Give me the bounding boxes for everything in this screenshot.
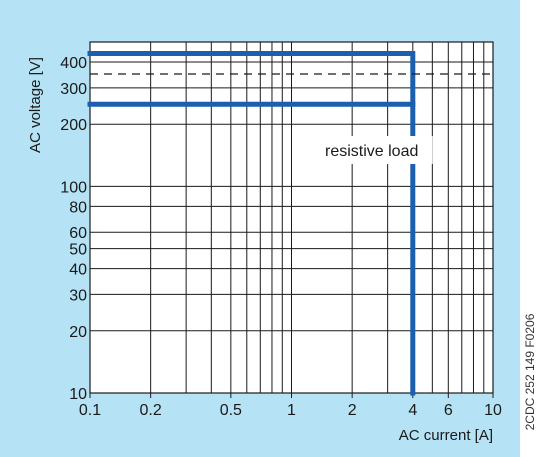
x-axis-title: AC current [A] bbox=[399, 427, 493, 444]
y-tick-label: 300 bbox=[60, 81, 87, 98]
y-tick-label: 50 bbox=[69, 242, 87, 259]
annotation-label: resistive load bbox=[325, 143, 418, 160]
x-tick-label: 0.2 bbox=[140, 402, 162, 419]
x-tick-label: 10 bbox=[484, 402, 502, 419]
y-tick-label: 40 bbox=[69, 262, 87, 279]
figure-code-label: 2CDC 252 149 F0206 bbox=[523, 313, 537, 430]
annotation-box bbox=[310, 136, 433, 165]
y-tick-label: 100 bbox=[60, 179, 87, 196]
y-tick-label: 30 bbox=[69, 287, 87, 304]
x-tick-label: 0.1 bbox=[79, 402, 101, 419]
y-tick-label: 400 bbox=[60, 55, 87, 72]
y-tick-label: 200 bbox=[60, 117, 87, 134]
series-line-2 bbox=[87, 51, 416, 107]
y-tick-label: 10 bbox=[69, 386, 87, 403]
x-tick-label: 2 bbox=[348, 402, 357, 419]
x-tick-label: 0.5 bbox=[220, 402, 242, 419]
y-axis-title: AC voltage [V] bbox=[27, 57, 44, 153]
y-tick-label: 20 bbox=[69, 324, 87, 341]
x-tick-label: 1 bbox=[287, 402, 296, 419]
y-tick-label: 60 bbox=[69, 225, 87, 242]
y-tick-label: 80 bbox=[69, 199, 87, 216]
x-tick-label: 4 bbox=[408, 402, 417, 419]
x-tick-label: 6 bbox=[444, 402, 453, 419]
